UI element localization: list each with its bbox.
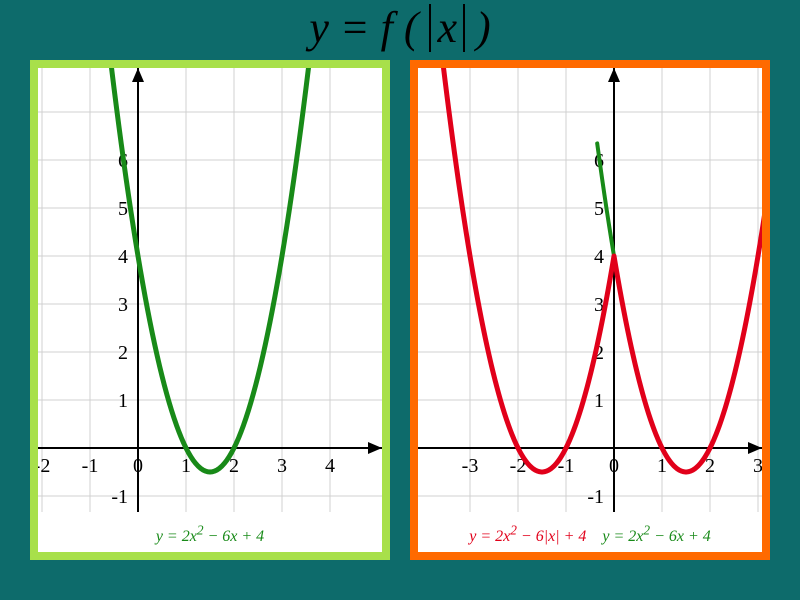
svg-text:4: 4 [594, 246, 604, 268]
svg-text:-1: -1 [82, 455, 99, 477]
formula-text: y = 2x2 − 6x + 4 [156, 528, 264, 545]
svg-text:-2: -2 [38, 455, 50, 477]
chart-panel-1: -3-2-10123-1123456y = 2x2 − 6|x| + 4 y =… [410, 60, 770, 560]
svg-text:4: 4 [118, 246, 128, 268]
svg-text:-1: -1 [111, 486, 128, 508]
svg-text:1: 1 [118, 390, 128, 412]
panel-formula: y = 2x2 − 6x + 4 [38, 523, 382, 546]
svg-text:0: 0 [609, 455, 619, 477]
chart-svg: -3-2-10123-1123456 [418, 68, 762, 512]
svg-text:3: 3 [277, 455, 287, 477]
panel-formula: y = 2x2 − 6|x| + 4 y = 2x2 − 6x + 4 [418, 523, 762, 546]
svg-text:1: 1 [594, 390, 604, 412]
svg-text:-3: -3 [462, 455, 479, 477]
panels-container: -2-101234-1123456y = 2x2 − 6x + 4-3-2-10… [0, 60, 800, 580]
formula-text: y = 2x2 − 6|x| + 4 [469, 528, 586, 545]
svg-text:3: 3 [753, 455, 762, 477]
svg-text:0: 0 [133, 455, 143, 477]
chart-panel-0: -2-101234-1123456y = 2x2 − 6x + 4 [30, 60, 390, 560]
svg-text:4: 4 [325, 455, 335, 477]
svg-text:3: 3 [118, 294, 128, 316]
svg-text:-1: -1 [587, 486, 604, 508]
svg-text:2: 2 [118, 342, 128, 364]
svg-text:5: 5 [118, 198, 128, 220]
svg-text:5: 5 [594, 198, 604, 220]
page-title: y = f ( x ) [0, 0, 800, 60]
formula-text: y = 2x2 − 6x + 4 [602, 528, 710, 545]
chart-svg: -2-101234-1123456 [38, 68, 382, 512]
